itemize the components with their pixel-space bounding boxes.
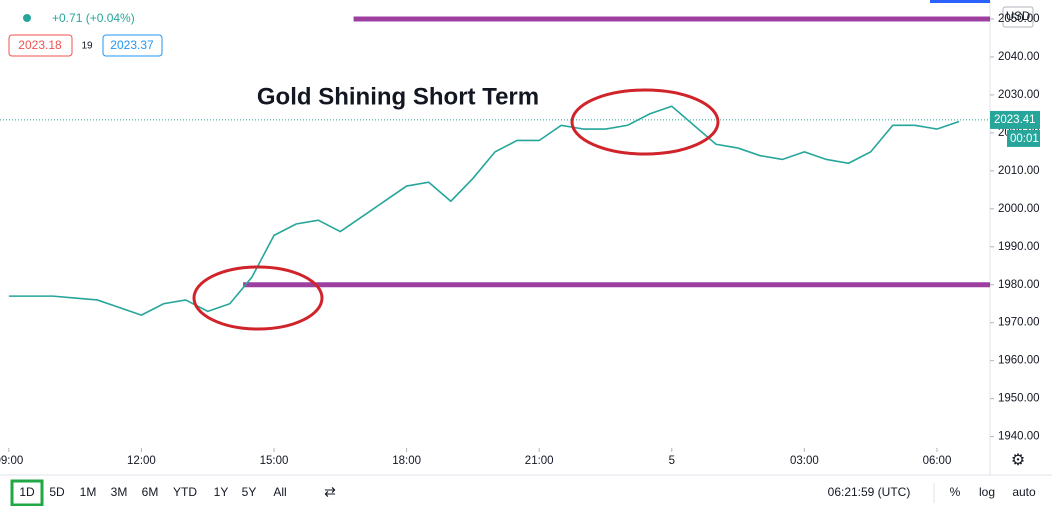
- y-tick-label: 2050.00: [998, 13, 1040, 25]
- price-line: [8, 105, 960, 316]
- ask-box[interactable]: [102, 34, 163, 57]
- y-tick-label: 2010.00: [998, 165, 1040, 177]
- y-tick-label: 2030.00: [998, 89, 1040, 101]
- highlight-ellipse: [192, 265, 324, 331]
- range-button[interactable]: 5D: [49, 485, 65, 499]
- annotation-title: Gold Shining Short Term: [257, 83, 539, 110]
- y-tick-label: 1970.00: [998, 317, 1040, 329]
- y-tick-label: 1940.00: [998, 431, 1040, 443]
- scale-option[interactable]: auto: [1012, 485, 1036, 499]
- scale-option[interactable]: %: [950, 485, 961, 499]
- range-button[interactable]: 3M: [111, 485, 128, 499]
- range-button[interactable]: YTD: [173, 485, 197, 499]
- x-tick-label: 12:00: [127, 455, 156, 467]
- y-tick-label: 2000.00: [998, 203, 1040, 215]
- last-price-box: [990, 110, 1040, 129]
- range-button[interactable]: All: [273, 485, 286, 499]
- settings-icon[interactable]: ⚙: [1011, 452, 1025, 469]
- x-tick-label: 18:00: [392, 455, 421, 467]
- x-tick-label: 5: [669, 455, 675, 467]
- countdown-box: [1007, 129, 1040, 147]
- y-tick-label: 1960.00: [998, 355, 1040, 367]
- x-tick-label: 03:00: [790, 455, 819, 467]
- range-button[interactable]: 5Y: [242, 485, 257, 499]
- scale-option[interactable]: log: [979, 485, 995, 499]
- range-button[interactable]: 6M: [142, 485, 159, 499]
- change: +0.71 (+0.04%): [52, 11, 135, 25]
- x-tick-label: 21:00: [525, 455, 554, 467]
- range-button[interactable]: 1D: [19, 485, 35, 499]
- range-selected: [10, 479, 44, 506]
- currency[interactable]: USD: [1006, 11, 1030, 23]
- clock: 06:21:59 (UTC): [828, 485, 911, 499]
- y-tick-label: 1980.00: [998, 279, 1040, 291]
- x-tick-label: 15:00: [260, 455, 289, 467]
- status-dot: [23, 14, 31, 22]
- y-tick-label: 1950.00: [998, 393, 1040, 405]
- x-tick-label: 09:00: [0, 455, 23, 467]
- bid-box[interactable]: [8, 34, 73, 57]
- currency-box[interactable]: [1002, 6, 1034, 28]
- ask[interactable]: 2023.37: [110, 38, 154, 52]
- highlight-ellipse: [570, 88, 720, 156]
- y-tick-label: 2040.00: [998, 51, 1040, 63]
- bid[interactable]: 2023.18: [18, 38, 62, 52]
- range-button[interactable]: 1Y: [214, 485, 229, 499]
- range-button[interactable]: 1M: [80, 485, 97, 499]
- date-range-icon[interactable]: ⇄: [324, 484, 336, 500]
- spread: 19: [81, 41, 93, 52]
- countdown: 00:01: [1010, 133, 1039, 145]
- x-tick-label: 06:00: [923, 455, 952, 467]
- last-price-label: 2023.41: [994, 114, 1036, 126]
- y-tick-label: 1990.00: [998, 241, 1040, 253]
- top-bar: [930, 0, 990, 3]
